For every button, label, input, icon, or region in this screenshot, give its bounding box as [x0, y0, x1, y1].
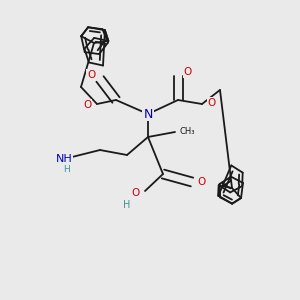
Text: H: H — [123, 200, 131, 210]
Text: CH₃: CH₃ — [179, 127, 194, 136]
Text: H: H — [64, 166, 70, 175]
Text: N: N — [143, 107, 153, 121]
Text: O: O — [132, 188, 140, 198]
Text: O: O — [83, 100, 91, 110]
Text: O: O — [184, 67, 192, 77]
Text: O: O — [208, 98, 216, 108]
Text: O: O — [198, 177, 206, 187]
Text: NH: NH — [56, 154, 72, 164]
Text: O: O — [87, 70, 95, 80]
